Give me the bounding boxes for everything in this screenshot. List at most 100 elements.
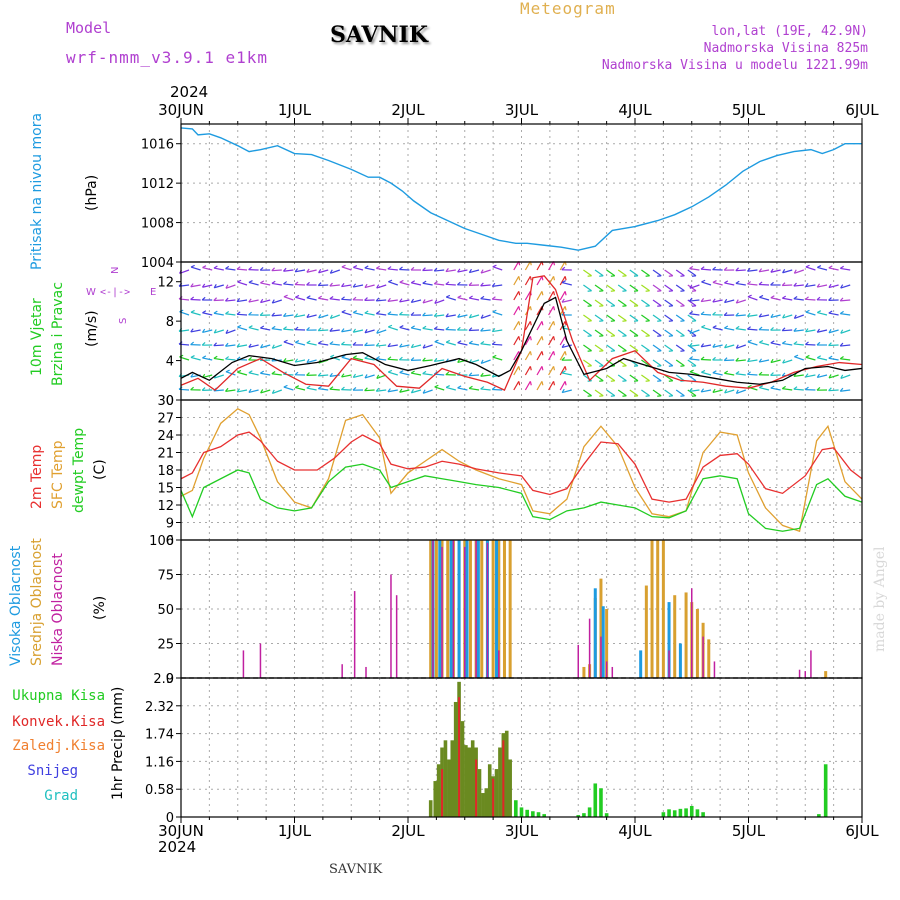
wind-barb	[260, 299, 271, 304]
model-value: wrf-nmm_v3.9.1 e1km	[66, 48, 269, 67]
wind-barb-head	[387, 311, 392, 315]
wind-barb	[617, 329, 627, 337]
wind-barb	[724, 372, 735, 376]
wind-barb	[329, 388, 340, 391]
wind-barb-head	[633, 395, 639, 397]
wind-barb-head	[375, 342, 380, 347]
wind-barb	[236, 313, 248, 316]
wind-barb-head	[329, 372, 333, 377]
wind-barb-head	[747, 267, 751, 272]
wind-barb-head	[723, 357, 728, 361]
wind-barb	[480, 329, 491, 332]
wind-barb	[524, 336, 531, 346]
wind-barb-head	[701, 369, 706, 373]
wind-barb-head	[480, 327, 484, 332]
wind-barb	[353, 329, 364, 333]
wind-barb	[629, 329, 639, 337]
wind-barb-head	[329, 269, 333, 274]
wind-barb-head	[712, 325, 717, 329]
wind-barb	[805, 311, 816, 316]
wind-barb-head	[587, 275, 592, 277]
wind-barb-head	[318, 314, 322, 319]
wind-barb-head	[770, 268, 774, 273]
wind-barb	[840, 358, 851, 361]
wind-barb-head	[564, 366, 567, 371]
wind-barb-head	[758, 358, 763, 363]
wind-barb	[190, 356, 201, 361]
wind-barb	[840, 313, 851, 316]
wind-barb	[675, 314, 685, 322]
wind-barb-head	[341, 373, 345, 378]
wind-barb-head	[770, 281, 774, 286]
wind-barb-head	[561, 370, 566, 374]
y-tick-label: 1008	[141, 217, 174, 232]
compass-w: W	[86, 287, 96, 298]
product-title: Meteogram	[520, 0, 616, 18]
wind-barb-head	[433, 267, 438, 272]
wind-barb	[237, 281, 248, 286]
y-tick-label: 21	[157, 447, 174, 462]
wind-barb-head	[237, 279, 242, 283]
wind-barb-head	[480, 386, 485, 390]
y-tick-label: 12	[157, 499, 174, 514]
wind-barb	[712, 344, 723, 348]
wind-barb-head	[610, 335, 615, 337]
wind-barb-head	[433, 280, 438, 285]
wind-barb	[548, 366, 555, 376]
wind-barb-head	[480, 340, 485, 345]
wind-barb	[353, 266, 364, 271]
wind-barb-head	[480, 295, 485, 300]
wind-barb	[260, 327, 271, 331]
wind-barb	[805, 266, 816, 271]
wind-barb	[782, 269, 793, 274]
y-tick-label: 1012	[141, 177, 174, 192]
cloud-bar	[497, 540, 501, 678]
wind-barb	[353, 374, 364, 379]
wind-barb-head	[735, 267, 740, 272]
wind-barb	[202, 329, 213, 334]
wind-barb-head	[329, 386, 334, 390]
precip-bar	[450, 740, 455, 817]
wind-barb	[594, 284, 604, 292]
wind-barb	[629, 299, 639, 307]
cloud-bar	[480, 540, 484, 678]
wind-barb	[664, 284, 674, 292]
cloud-bar	[468, 540, 472, 678]
cloud-bar	[441, 546, 443, 678]
wind-barb-head	[410, 311, 415, 316]
wind-barb	[617, 344, 627, 352]
wind-barb-head	[434, 339, 439, 343]
wind-barb-head	[782, 314, 786, 319]
cloud-bar	[434, 540, 438, 678]
wind-barb	[840, 299, 851, 302]
wind-barb	[583, 344, 592, 352]
wind-barb-head	[225, 265, 230, 270]
wind-barb	[306, 269, 317, 273]
wind-barb	[524, 381, 531, 391]
wind-barb-head	[758, 313, 763, 318]
wind-barb	[422, 299, 433, 304]
wind-barb	[641, 344, 650, 352]
wind-barb-head	[341, 386, 345, 391]
wind-barb-head	[306, 313, 310, 318]
wind-barb	[213, 267, 224, 271]
wind-barb	[248, 281, 259, 286]
wind-barb-head	[433, 326, 438, 330]
cloud-bar	[605, 661, 608, 678]
wind-barb-head	[445, 371, 450, 376]
precip-bar	[701, 812, 705, 817]
wind-barb-head	[271, 370, 276, 375]
wind-barb-head	[259, 312, 264, 316]
wind-barb-head	[700, 343, 705, 348]
wind-barb-head	[341, 328, 345, 333]
wind-barb-head	[399, 388, 403, 393]
wind-barb-head	[248, 356, 252, 361]
wind-barb	[689, 313, 700, 316]
convective-bar	[502, 740, 505, 817]
wind-barb-head	[541, 351, 544, 356]
wind-barb-head	[553, 291, 556, 296]
wind-barb	[724, 359, 735, 362]
precip-bar	[817, 814, 821, 817]
wind-barb	[617, 284, 627, 292]
cloud-bar	[644, 585, 648, 678]
